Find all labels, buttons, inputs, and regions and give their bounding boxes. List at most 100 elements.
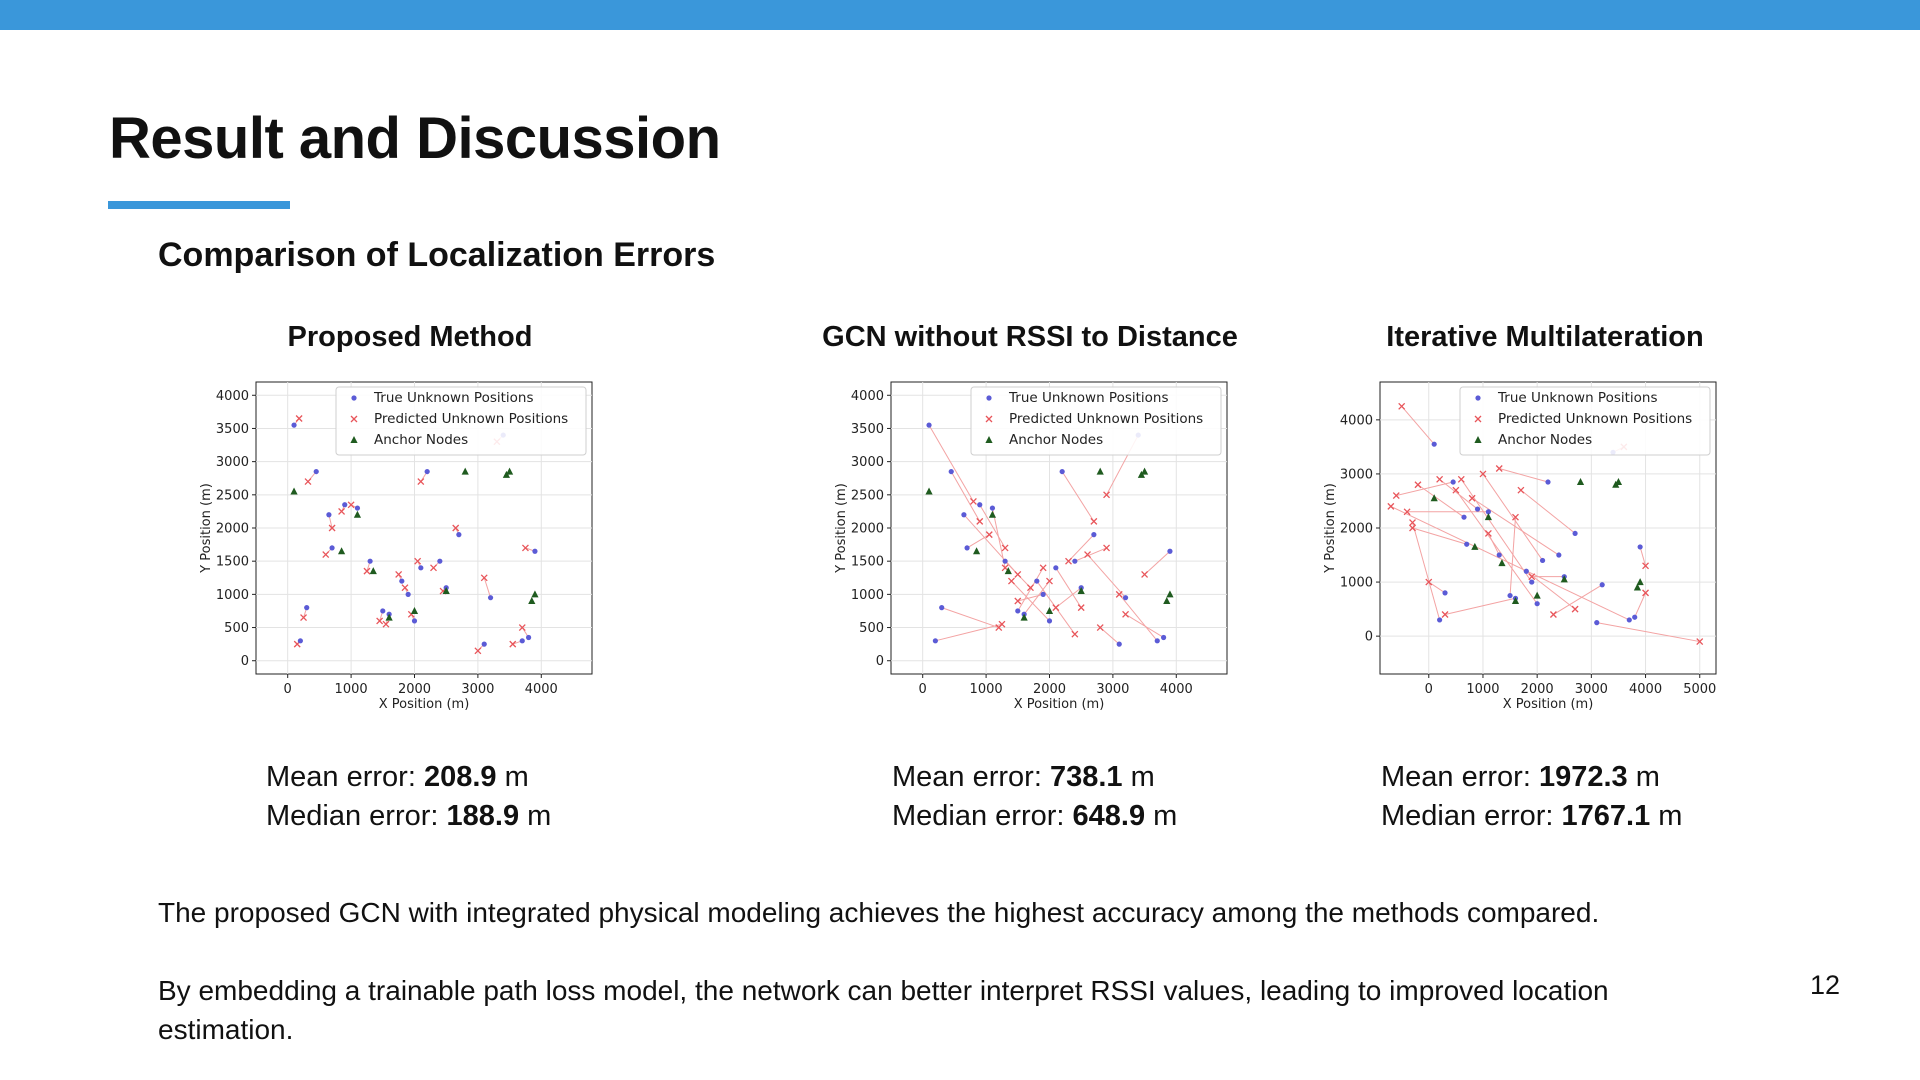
predicted-point xyxy=(1528,573,1536,581)
body-paragraph-1: The proposed GCN with integrated physica… xyxy=(158,897,1600,928)
page-number: 12 xyxy=(1810,970,1841,1000)
predicted-point xyxy=(1436,475,1444,483)
legend-label: True Unknown Positions xyxy=(1008,390,1169,406)
true-point xyxy=(424,468,430,475)
error-line xyxy=(1396,481,1454,497)
anchor-node xyxy=(410,606,419,614)
predicted-point xyxy=(474,647,482,655)
anchor-node xyxy=(1533,591,1541,599)
predicted-point xyxy=(1007,577,1015,585)
anchor-node xyxy=(353,510,362,518)
x-tick-label: 4000 xyxy=(525,682,558,697)
predicted-point xyxy=(1457,475,1465,483)
true-point xyxy=(532,548,538,554)
legend-label: Predicted Unknown Positions xyxy=(1498,411,1692,427)
predicted-point xyxy=(1090,517,1098,525)
true-point xyxy=(1485,509,1491,515)
predicted-point xyxy=(1122,610,1130,618)
x-tick-label: 4000 xyxy=(1160,682,1193,697)
x-tick-label: 2000 xyxy=(1033,682,1066,697)
mean-error-label: Mean error: xyxy=(892,761,1042,793)
predicted-point xyxy=(363,567,371,575)
median-error-label: Median error: xyxy=(892,800,1065,832)
predicted-point xyxy=(1392,492,1400,500)
scatter-plot-svg-proposed: 0 1000 2000 3000 4000 0 500 1000 1500 2000 2500 300… xyxy=(199,381,593,712)
error-line xyxy=(935,623,1003,642)
anchor-node xyxy=(1430,494,1438,502)
error-line xyxy=(1439,478,1478,510)
anchor-node xyxy=(1140,467,1149,475)
true-point xyxy=(1556,552,1562,558)
predicted-point xyxy=(1103,491,1111,499)
anchor-node xyxy=(502,470,511,478)
body-paragraph-2: By embedding a trainable path loss model… xyxy=(158,975,1609,1045)
true-point xyxy=(304,605,310,611)
legend-true-marker xyxy=(1475,395,1481,401)
x-tick-label: 1000 xyxy=(335,682,368,697)
y-tick-label: 1500 xyxy=(851,555,884,570)
y-tick-label: 3000 xyxy=(851,455,884,470)
predicted-point xyxy=(304,478,312,486)
error-line xyxy=(1017,593,1044,602)
anchor-node xyxy=(1511,597,1520,604)
y-tick-label: 1500 xyxy=(216,555,249,570)
error-line xyxy=(1499,468,1549,483)
predicted-point xyxy=(1071,630,1079,638)
predicted-point xyxy=(347,501,355,509)
legend-box xyxy=(335,386,587,456)
error-line xyxy=(966,534,990,549)
true-point xyxy=(437,558,443,564)
true-point xyxy=(1626,617,1632,623)
true-point xyxy=(1529,579,1535,585)
legend-box xyxy=(970,386,1222,456)
error-line xyxy=(1526,570,1576,610)
error-line xyxy=(1455,489,1538,604)
error-line xyxy=(1011,580,1050,622)
error-line xyxy=(1017,567,1044,612)
legend-label: Anchor Nodes xyxy=(1498,432,1592,448)
x-axis-label: X Position (m) xyxy=(1503,697,1594,712)
error-line xyxy=(950,471,981,522)
scatter-plot-proposed: 0 1000 2000 3000 4000 0 500 1000 1500 2000 2500 300… xyxy=(196,372,596,720)
legend-anchor-marker xyxy=(1474,436,1482,443)
unit-label: m xyxy=(1130,761,1155,793)
predicted-point xyxy=(1014,570,1022,578)
unit-label: m xyxy=(1658,800,1683,832)
true-point xyxy=(1002,558,1008,564)
anchor-node xyxy=(337,547,346,555)
slide-title: Result and Discussion xyxy=(109,106,721,171)
predicted-point xyxy=(417,478,425,486)
error-line xyxy=(1118,594,1158,642)
true-point xyxy=(1040,591,1046,597)
true-point xyxy=(1632,614,1638,620)
error-line xyxy=(1125,613,1164,638)
legend-predicted-marker xyxy=(1474,415,1482,423)
legend-label: Predicted Unknown Positions xyxy=(374,411,568,427)
true-point xyxy=(354,505,361,511)
predicted-point xyxy=(1642,562,1650,570)
x-tick-label: 3000 xyxy=(1575,682,1608,697)
error-line xyxy=(1444,597,1516,616)
y-tick-label: 1000 xyxy=(216,588,249,603)
y-tick-label: 2500 xyxy=(851,488,884,503)
y-tick-label: 0 xyxy=(241,654,249,669)
mean-error-value: 738.1 xyxy=(1049,761,1123,793)
anchor-node xyxy=(1560,575,1568,583)
legend-true-marker xyxy=(351,395,357,401)
y-tick-label: 4000 xyxy=(851,389,884,404)
predicted-point xyxy=(1039,564,1047,572)
predicted-point xyxy=(1549,611,1557,618)
anchor-node xyxy=(442,587,450,595)
x-tick-label: 2000 xyxy=(1521,682,1554,697)
predicted-point xyxy=(376,617,384,625)
legend-anchor-marker xyxy=(985,436,993,443)
predicted-point xyxy=(1084,551,1091,559)
error-line xyxy=(1482,473,1543,561)
y-axis-label: Y Position (m) xyxy=(834,483,849,574)
anchor-node xyxy=(369,567,377,575)
panel-title-proposed: Proposed Method xyxy=(287,321,533,353)
median-error-label: Median error: xyxy=(1381,800,1554,832)
true-point xyxy=(1053,565,1059,571)
y-tick-label: 3500 xyxy=(216,422,249,437)
anchor-node xyxy=(505,467,514,475)
